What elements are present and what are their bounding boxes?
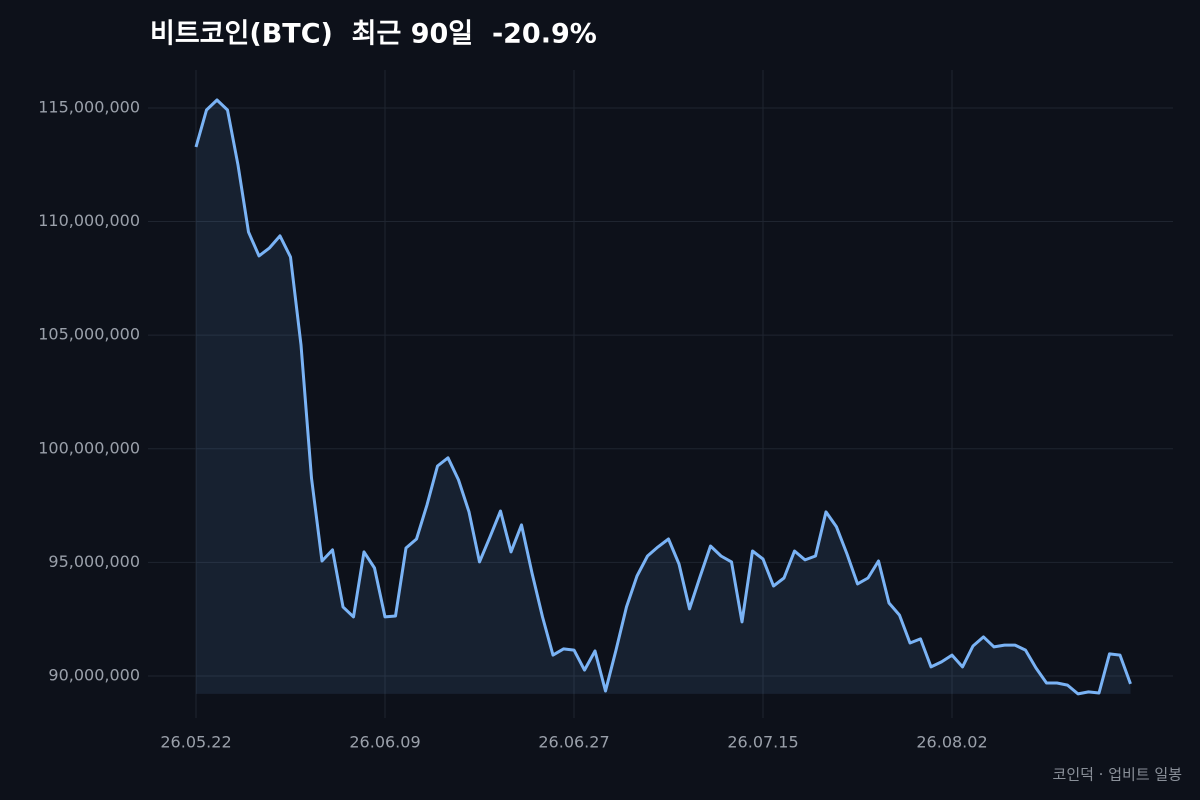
area	[196, 100, 1131, 694]
y-tick-label: 95,000,000	[48, 552, 140, 571]
chart-title: 비트코인(BTC) 최근 90일 -20.9%	[150, 19, 597, 50]
y-tick-label: 100,000,000	[38, 438, 140, 457]
source-note: 코인덕 · 업비트 일봉	[1053, 766, 1182, 784]
x-tick-label: 26.05.22	[160, 733, 231, 752]
x-tick-label: 26.08.02	[916, 733, 987, 752]
x-tick-label: 26.07.15	[727, 733, 798, 752]
y-tick-label: 115,000,000	[38, 97, 140, 116]
y-tick-label: 105,000,000	[38, 325, 140, 344]
x-tick-label: 26.06.27	[538, 733, 609, 752]
x-tick-label: 26.06.09	[349, 733, 420, 752]
y-tick-label: 110,000,000	[38, 211, 140, 230]
line	[194, 98, 1132, 696]
y-tick-label: 90,000,000	[48, 665, 140, 684]
